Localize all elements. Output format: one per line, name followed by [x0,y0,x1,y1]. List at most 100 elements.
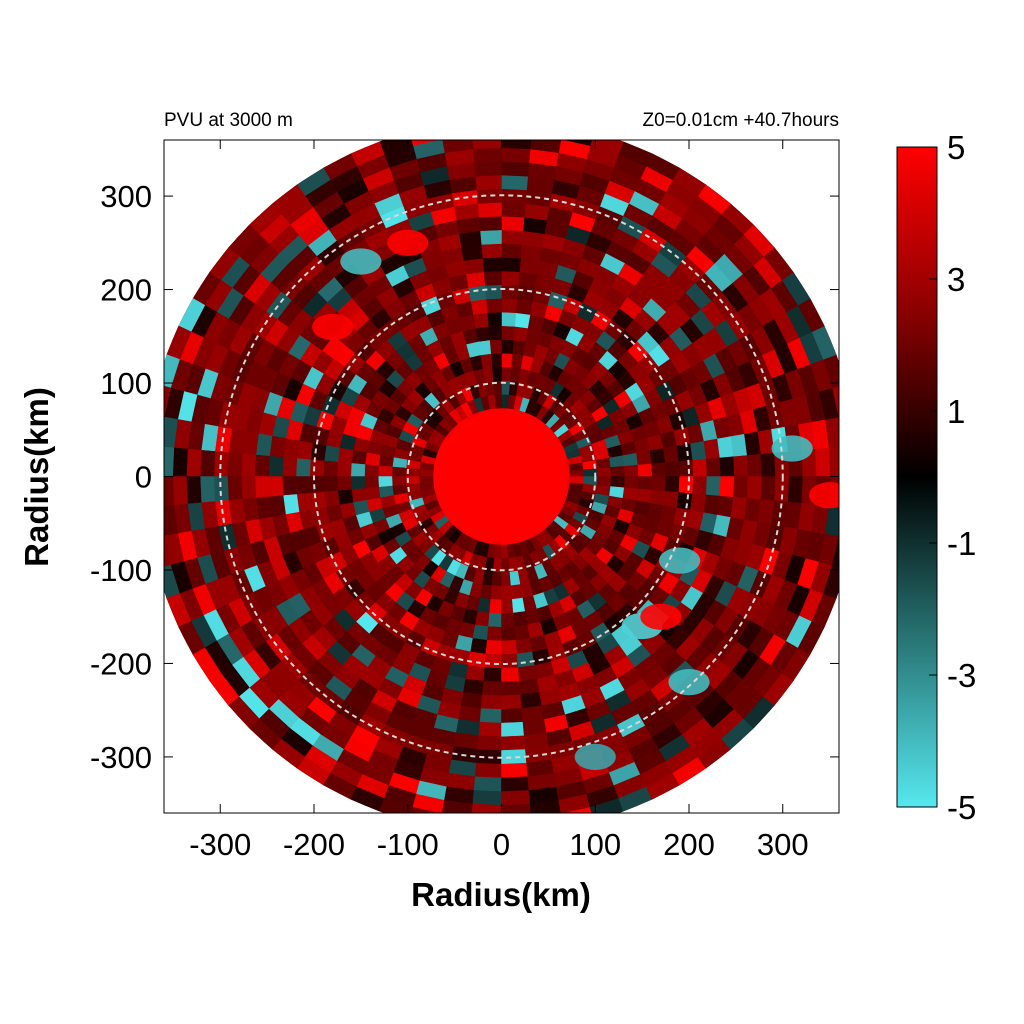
y-tick-label: 100 [100,366,152,401]
heatmap-cell [476,188,502,204]
heatmap-cell [475,611,490,627]
heatmap-cell [488,325,502,341]
heatmap-cell [501,803,532,813]
x-tick-label: -100 [377,827,439,862]
heatmap-cell [364,452,381,467]
heatmap-cell [637,463,653,477]
y-tick-label: -200 [90,646,152,681]
heatmap-cell [412,793,445,813]
heatmap-cell [746,476,763,500]
heatmap-cell [296,492,313,513]
heatmap-cell [336,461,352,477]
heatmap-cell [336,476,352,492]
heatmap-cell [337,447,354,464]
heatmap-cell [470,298,488,315]
heatmap-cell [843,445,858,476]
heatmap-cell [240,453,257,477]
reference-circle [219,194,784,759]
heatmap-cell [477,735,502,751]
heatmap-cell [494,544,502,559]
heatmap-cell [465,271,486,288]
heatmap-cell [164,476,175,507]
heatmap-cell [515,638,533,655]
y-tick-label: 0 [135,460,152,495]
heatmap-cell [295,458,311,477]
heatmap-cell [519,257,540,275]
heatmap-cell [419,469,434,477]
y-tick-label: -300 [90,740,152,775]
heatmap-cell [501,339,514,354]
heatmap-cell [501,585,513,601]
heatmap-cell [296,440,313,461]
heatmap-cell [473,776,502,792]
heatmap-cell [558,140,591,160]
heatmap-cell [501,640,518,655]
heatmap-cell [733,476,749,499]
heatmap-cell [213,476,229,502]
heatmap-cell [501,599,514,614]
heatmap-cell [227,452,243,477]
heatmap-cell [501,140,532,150]
heatmap-cell [323,460,338,477]
heatmap-cell [164,354,180,389]
heatmap-cell [482,680,502,696]
heatmap-cell [596,476,612,487]
heatmap-cell [501,174,529,191]
heatmap-cell [516,285,536,302]
negative-patch [668,669,710,696]
heatmap-cell [501,147,531,163]
heatmap-cell [472,312,489,329]
heatmap-cell [440,814,472,832]
heatmap-cell [569,476,584,484]
heatmap-cell [478,721,502,738]
colorbar-tick-label: 5 [947,129,965,166]
heatmap-cell [501,653,519,669]
positive-patch [387,229,429,256]
heatmap-cell [309,459,325,477]
colorbar-tick-label: -5 [947,789,976,826]
heatmap-cell [310,442,327,462]
heatmap-cell [823,564,839,599]
heatmap-cell [411,807,440,813]
x-tick-label: 0 [493,827,510,862]
heatmap-cell [624,476,639,489]
heatmap-cell [254,476,270,499]
heatmap-cell [479,229,502,245]
heatmap-cell [733,454,749,477]
heatmap-cell [490,585,502,601]
heatmap-cell [609,485,625,499]
heatmap-cell [186,476,202,505]
negative-patch [771,435,813,462]
y-tick-label: -100 [90,553,152,588]
heatmap-cell [164,416,178,449]
heatmap-cell [676,491,693,511]
colorbar-ticks: 5 3 1 -1 -3 -5 [929,129,976,826]
x-tick-label: 100 [569,827,621,862]
heatmap-cell [379,798,414,813]
positive-patch [312,313,354,341]
heatmap-cell [513,326,528,342]
heatmap-cell [164,385,171,418]
heatmap-cell [391,476,407,487]
heatmap-cell [483,667,502,683]
heatmap-cell [622,486,639,501]
heatmap-cell [240,476,257,500]
heatmap-cell [478,215,502,232]
heatmap-cell [692,476,708,495]
heatmap-cell [596,466,612,477]
heatmap-cell [501,571,512,587]
heatmap-cell [477,202,502,218]
y-tick-label: 200 [100,273,152,308]
heatmap-cell [490,352,502,368]
heatmap-cell [501,298,518,313]
heatmap-cell [610,476,626,488]
heatmap-area [164,140,858,832]
heatmap-cell [350,476,366,490]
heatmap-cell [832,535,839,568]
heatmap-cell [477,597,492,614]
heatmap-cell [690,492,707,513]
heatmap-cell [501,694,523,710]
heatmap-cell [531,814,563,832]
heatmap-cell [164,446,175,477]
